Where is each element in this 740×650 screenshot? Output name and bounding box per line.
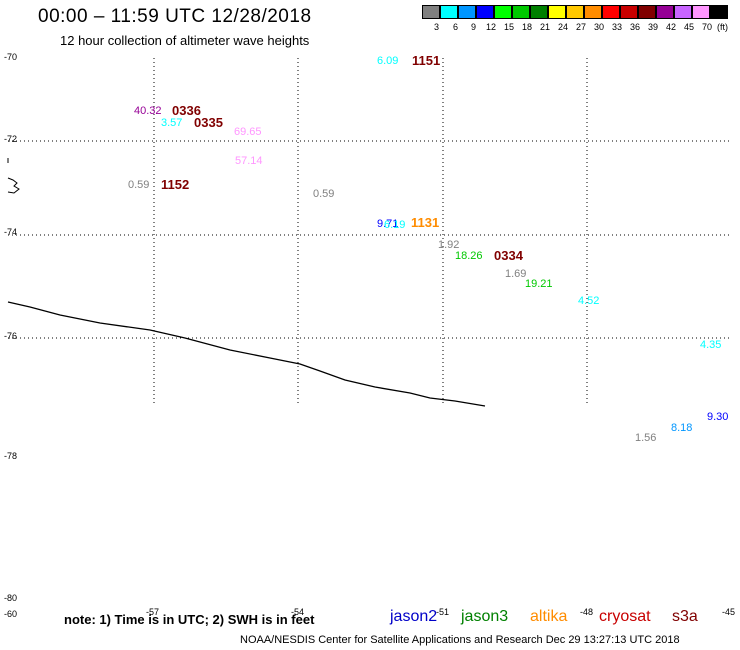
wave-height-value: 57.14 [235, 155, 263, 167]
graticule [8, 58, 732, 405]
pass-time-label: 1151 [412, 53, 441, 68]
wave-height-value: 4.52 [578, 295, 600, 307]
lon-label: -54 [291, 607, 305, 617]
pass-time-label: 1152 [161, 177, 190, 192]
footer-note: note: 1) Time is in UTC; 2) SWH is in fe… [64, 612, 315, 627]
coastline [7, 301, 486, 407]
scale-label: 6 [453, 22, 459, 32]
scale-swatch [530, 5, 548, 19]
wave-height-value: 0.59 [313, 188, 335, 200]
wave-height-value: 19.21 [525, 278, 553, 290]
satellite-legend-jason2: jason2 [390, 608, 438, 625]
satellite-legend-cryosat: cryosat [599, 608, 651, 625]
satellite-legend-altika: altika [530, 608, 568, 625]
scale-label: 42 [666, 22, 677, 32]
satellite-legend-jason3: jason3 [461, 608, 509, 625]
scale-label: 9 [471, 22, 477, 32]
scale-label: 27 [576, 22, 587, 32]
lat-label: -74 [4, 227, 18, 237]
scale-unit: (ft) [717, 22, 728, 32]
wave-height-value: 1.69 [505, 268, 527, 280]
scale-label: 39 [648, 22, 659, 32]
scale-swatch [476, 5, 494, 19]
scale-swatch [620, 5, 638, 19]
wave-height-value: 6.09 [377, 55, 399, 67]
lat-label: -76 [4, 331, 18, 341]
chart-title: 00:00 – 11:59 UTC 12/28/2018 [38, 6, 312, 27]
lat-label: -78 [4, 451, 18, 461]
wave-height-value: 69.65 [234, 126, 262, 138]
scale-swatch [548, 5, 566, 19]
scale-label: 45 [684, 22, 695, 32]
lon-label: -57 [146, 607, 160, 617]
scale-label: 18 [522, 22, 533, 32]
wave-height-value: 1.92 [438, 239, 460, 251]
wave-height-value: 9.71 [377, 218, 399, 230]
scale-swatch [494, 5, 512, 19]
scale-swatch [566, 5, 584, 19]
scale-swatch [656, 5, 674, 19]
scale-label: 21 [540, 22, 551, 32]
lon-label: -51 [436, 607, 450, 617]
scale-swatch [512, 5, 530, 19]
scale-swatch [440, 5, 458, 19]
scale-swatch [692, 5, 710, 19]
wave-height-value: 8.18 [671, 422, 693, 434]
scale-swatch [458, 5, 476, 19]
lon-label: -45 [722, 607, 736, 617]
pass-time-label: 0335 [194, 115, 223, 130]
pass-time-label: 0334 [494, 248, 523, 263]
lon-label: -48 [580, 607, 594, 617]
scale-swatch [638, 5, 656, 19]
scale-label: 70 [702, 22, 713, 32]
wave-height-value: 6.19 [384, 219, 406, 231]
credit-line: NOAA/NESDIS Center for Satellite Applica… [240, 634, 680, 646]
wave-height-value: 3.57 [161, 117, 183, 129]
scale-label: 30 [594, 22, 605, 32]
wave-height-value: 9.30 [707, 411, 729, 423]
scale-label: 3 [434, 22, 440, 32]
scale-swatch [710, 5, 728, 19]
scale-swatch [422, 5, 440, 19]
satellite-legend-s3a: s3a [672, 608, 698, 625]
scale-label: 36 [630, 22, 641, 32]
wave-height-value: 18.26 [455, 250, 483, 262]
scale-label: 24 [558, 22, 569, 32]
scale-label: 12 [486, 22, 497, 32]
wave-height-value: 1.56 [635, 432, 657, 444]
wave-height-value: 0.59 [128, 179, 150, 191]
island-outline [7, 177, 20, 194]
scale-label: 33 [612, 22, 623, 32]
scale-swatch [602, 5, 620, 19]
scale-swatch [584, 5, 602, 19]
scale-swatch [674, 5, 692, 19]
lat-label: -72 [4, 134, 18, 144]
wave-height-value: 4.35 [700, 339, 722, 351]
pass-time-label: 1131 [411, 215, 440, 230]
scale-label: 15 [504, 22, 515, 32]
lat-label: -80 [4, 593, 18, 603]
wave-height-value: 40.32 [134, 105, 162, 117]
lat-label: -70 [4, 52, 18, 62]
lat-label: -60 [4, 609, 18, 619]
pass-time-label: 0336 [172, 103, 201, 118]
chart-subtitle: 12 hour collection of altimeter wave hei… [60, 33, 310, 48]
